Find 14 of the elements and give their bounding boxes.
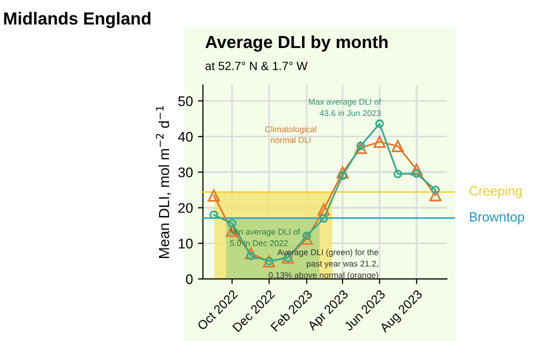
text: Midlands England <box>4 12 150 28</box>
chart-title: Average DLI by month <box>205 35 388 52</box>
text: Climatological normal DLI <box>265 126 316 143</box>
y-tick-label: 20 <box>178 203 193 213</box>
y-tick-label: 50 <box>178 96 193 106</box>
chart-subtitle: at 52.7° N & 1.7° W <box>206 62 308 70</box>
y-axis-title: Mean DLI, mol m$^{−2}$ d$^{−1}$ <box>156 106 171 258</box>
y-tick-label: 30 <box>178 167 193 178</box>
y-tick-label: 10 <box>178 238 193 249</box>
y-tick-label: 40 <box>178 132 193 142</box>
annotation: Max average DLI of 43.6 in Jun 2023 <box>309 98 382 116</box>
ref-line-label: Creeping <box>470 186 522 198</box>
ref-line-label: Browntop <box>470 212 524 224</box>
y-tick-label: 0 <box>186 274 193 284</box>
